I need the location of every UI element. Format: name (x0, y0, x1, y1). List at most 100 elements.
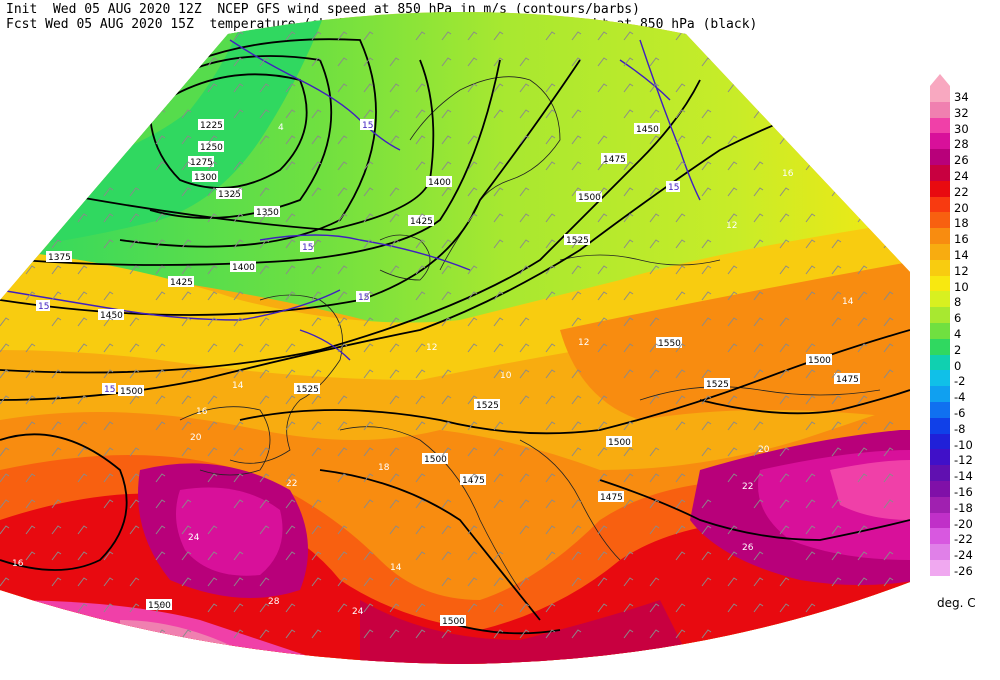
wind-barb (0, 369, 10, 379)
wind-barb (701, 135, 712, 145)
legend-row: -12 (928, 449, 1000, 468)
wind-barb (493, 603, 504, 613)
wind-barb (233, 213, 244, 223)
wind-barb (25, 499, 36, 509)
wind-barb (779, 57, 790, 67)
wind-barb (571, 525, 582, 535)
wind-barb (727, 317, 738, 327)
wind-barb (727, 161, 738, 171)
legend-row: 32 (928, 101, 1000, 120)
wind-barb (77, 473, 88, 483)
legend-label: 30 (954, 121, 969, 136)
wind-barb (675, 291, 686, 301)
wind-barb (25, 343, 36, 353)
wind-barb (701, 291, 712, 301)
wind-barb (129, 265, 140, 275)
wind-barb (571, 551, 582, 561)
legend-label: -4 (954, 390, 966, 405)
wind-barb (0, 265, 10, 275)
wind-barb (0, 395, 10, 405)
legend-label: -20 (954, 516, 973, 531)
wind-barb (649, 577, 660, 587)
wind-barb (155, 343, 166, 353)
wind-barb (77, 343, 88, 353)
height-label: 1475 (462, 476, 485, 486)
wind-barb (103, 161, 114, 171)
wind-barb (753, 551, 764, 561)
wind-barb (779, 577, 790, 587)
wind-barb (493, 343, 504, 353)
wind-barb (779, 473, 790, 483)
wind-barb (623, 317, 634, 327)
wind-barb (103, 577, 114, 587)
legend-label: 26 (954, 153, 969, 168)
wind-barb (727, 577, 738, 587)
wind-barb (727, 265, 738, 275)
wind-barb (779, 525, 790, 535)
wind-barb (259, 577, 270, 587)
wind-barb (493, 473, 504, 483)
legend-row: -8 (928, 417, 1000, 436)
wind-barb (857, 343, 868, 353)
legend-label: -22 (954, 532, 973, 547)
wind-barb (519, 239, 530, 249)
height-label: 1500 (148, 601, 171, 611)
legend-label: 0 (954, 358, 962, 373)
height-label: 1325 (218, 190, 241, 200)
wind-barb (51, 161, 62, 171)
wind-barb (805, 109, 816, 119)
wind-barb (181, 31, 192, 41)
wind-barb (259, 83, 270, 93)
wind-barb (831, 369, 842, 379)
wind-barb (0, 187, 10, 197)
legend-label: -12 (954, 453, 973, 468)
wind-barb (233, 551, 244, 561)
wind-barb (155, 473, 166, 483)
wind-barb (77, 135, 88, 145)
wind-barb (103, 317, 114, 327)
legend-label: 24 (954, 169, 969, 183)
wind-barb (337, 161, 348, 171)
wind-barb (233, 291, 244, 301)
temperature-shading (0, 12, 910, 664)
wind-barb (285, 603, 296, 613)
legend-label: -24 (954, 548, 973, 563)
legend-label: -6 (954, 406, 966, 420)
wind-barb (623, 291, 634, 301)
wind-barb (25, 473, 36, 483)
wind-barb (0, 213, 10, 223)
wind-barb (519, 187, 530, 197)
wind-barb (441, 109, 452, 119)
wind-barb (285, 239, 296, 249)
wind-barb (571, 577, 582, 587)
wind-barb (233, 187, 244, 197)
wind-barb (883, 239, 894, 249)
wind-barb (597, 31, 608, 41)
legend-label: 18 (954, 216, 969, 231)
wind-barb (103, 109, 114, 119)
wind-barb (311, 239, 322, 249)
wind-barb (337, 83, 348, 93)
wind-barb (25, 161, 36, 171)
wind-barb (25, 109, 36, 119)
wind-barb (233, 31, 244, 41)
wind-barb (181, 551, 192, 561)
temp-label: 12 (578, 338, 589, 348)
wind-barb (805, 629, 816, 639)
wind-barb (337, 317, 348, 327)
temp-label: 26 (742, 543, 754, 553)
wind-barb (467, 31, 478, 41)
wind-barb (805, 83, 816, 93)
legend-row: -2 (928, 370, 1000, 388)
wind-barb (805, 291, 816, 301)
legend-row: 34 (928, 86, 1000, 104)
wind-barb (233, 317, 244, 327)
wind-barb (389, 603, 400, 613)
wind-barb (311, 161, 322, 171)
wind-barb (129, 343, 140, 353)
wind-barb (363, 109, 374, 119)
wind-barb (467, 135, 478, 145)
wind-barb (701, 551, 712, 561)
wind-barb (441, 57, 452, 67)
wind-barb (233, 577, 244, 587)
